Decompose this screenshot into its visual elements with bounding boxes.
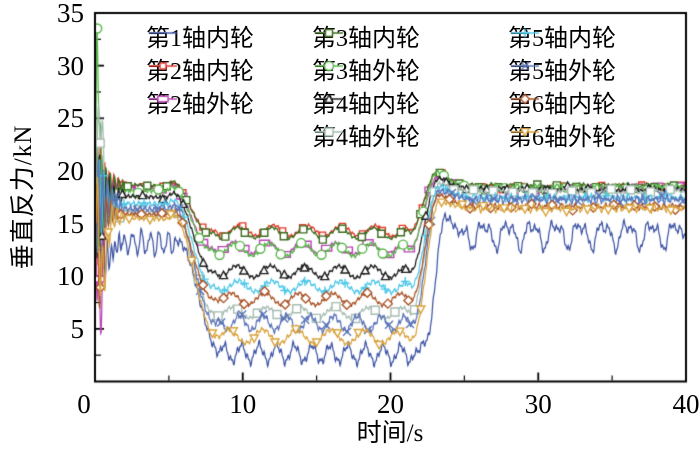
legend-item-axle6-outer: 第6轴外轮	[508, 124, 616, 152]
y-tick-label: 30	[57, 50, 84, 81]
legend-marker-icon	[312, 25, 346, 41]
y-tick-label: 25	[57, 103, 84, 134]
x-tick-label: 10	[229, 389, 257, 419]
legend-item-axle1-inner: 第1轴内轮	[146, 25, 254, 53]
legend-marker-icon	[508, 124, 542, 140]
y-axis-title: 垂直反力/kN	[10, 124, 37, 270]
legend-marker-icon	[146, 58, 180, 74]
y-tick-label: 5	[70, 313, 85, 344]
legend-marker-icon	[508, 58, 542, 74]
legend-item-axle4-outer: 第4轴外轮	[312, 124, 420, 152]
x-axis-title: 时间/s	[356, 420, 424, 447]
legend-item-axle3-inner: 第3轴内轮	[312, 25, 420, 53]
x-tick-label: 30	[524, 389, 552, 419]
legend-marker-icon	[508, 91, 542, 107]
legend-item-axle5-inner: 第5轴内轮	[508, 25, 616, 53]
legend-item-axle4-inner: 第4轴内轮	[312, 91, 420, 119]
x-tick-label: 40	[672, 389, 700, 419]
legend-marker-icon	[146, 91, 180, 107]
legend-marker-icon	[146, 25, 180, 41]
legend-item-axle5-outer: 第5轴外轮	[508, 58, 616, 86]
x-tick-label: 20	[377, 389, 404, 419]
legend-item-axle3-outer: 第3轴外轮	[312, 58, 420, 86]
y-tick-label: 15	[57, 208, 84, 239]
legend-marker-icon	[312, 91, 346, 107]
legend-marker-icon	[508, 25, 542, 41]
y-tick-label: 20	[57, 155, 84, 186]
legend-item-axle6-inner: 第6轴内轮	[508, 91, 616, 119]
y-tick-label: 10	[57, 261, 84, 292]
legend-marker-icon	[312, 124, 346, 140]
legend-item-axle2-inner: 第2轴内轮	[146, 58, 254, 86]
legend-marker-icon	[312, 58, 346, 74]
y-tick-label: 35	[57, 0, 84, 28]
legend-item-axle2-outer: 第2轴外轮	[146, 91, 254, 119]
x-tick-label: 0	[77, 389, 91, 419]
